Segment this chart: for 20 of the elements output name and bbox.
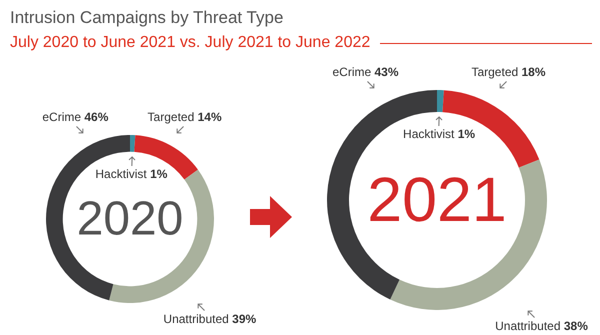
slice-label: eCrime (42, 110, 82, 124)
slice-label: Hacktivist (403, 127, 454, 142)
slice-label: Targeted (148, 110, 194, 124)
slice-label: Unattributed (495, 319, 560, 333)
data-label: 43% (374, 65, 399, 79)
data-label: 1% (150, 166, 168, 181)
slice-label: Unattributed (163, 312, 229, 326)
data-label: 38% (564, 319, 588, 333)
data-label: 46% (84, 110, 108, 124)
slice-label: Targeted (471, 65, 518, 79)
text: 2021 (367, 164, 507, 236)
chart-title: Intrusion Campaigns by Threat Type (10, 8, 284, 28)
data-label: 18% (522, 65, 546, 79)
slice-label: eCrime (332, 65, 372, 79)
data-label: 14% (198, 110, 222, 124)
data-label: 39% (232, 312, 256, 326)
chart-subtitle: July 2020 to June 2021 vs. July 2021 to June 2022 (10, 34, 370, 52)
text: 2020 (76, 192, 184, 246)
data-label: 1% (458, 127, 476, 142)
slice-label: Hacktivist (95, 166, 147, 181)
